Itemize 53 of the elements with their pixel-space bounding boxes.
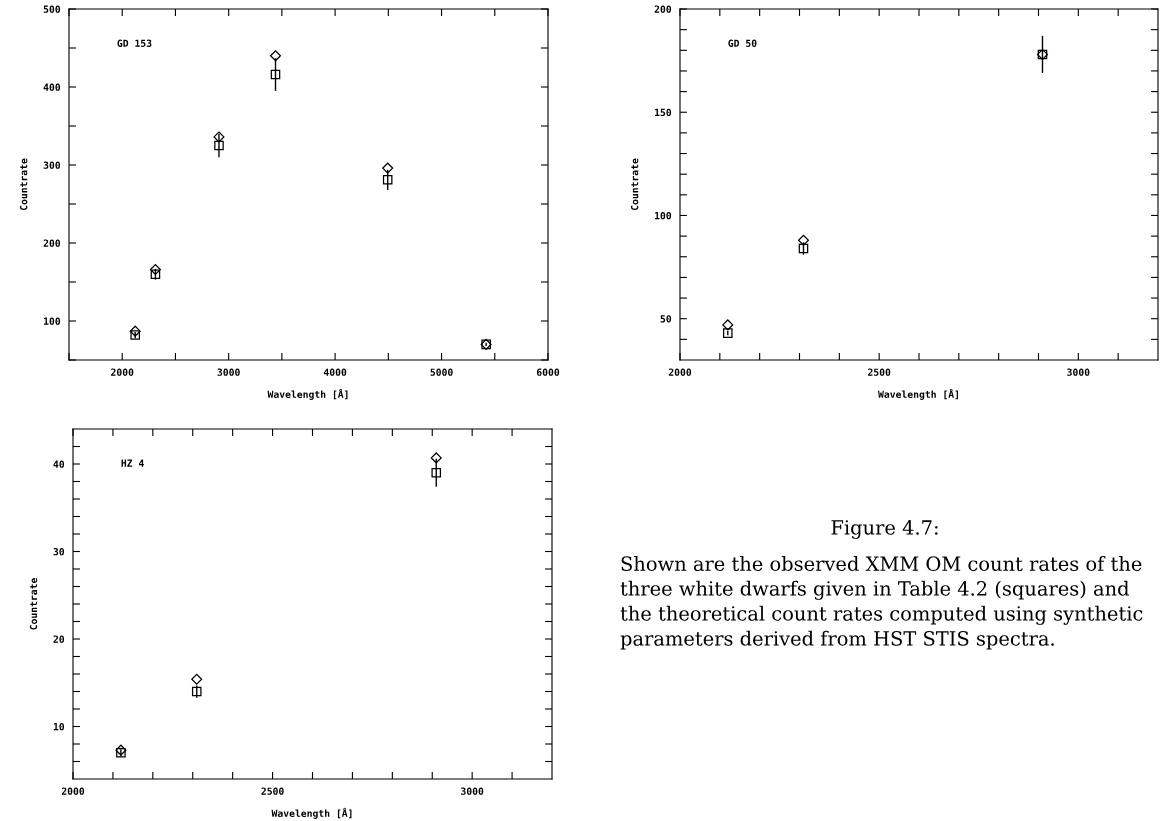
x-tick-label: 2500 [261,787,284,795]
point [213,131,225,143]
point [130,330,141,340]
x-tick-label: 2500 [868,368,891,376]
text: Shown are the observed XMM OM count rates of the three white dwarfs given in Table 4.2 (squares) and the theoretical count rates computed using synthetic parameters derived from HST STIS spectra. [620,556,1143,650]
x-tick-label: 2000 [111,368,134,376]
point [214,140,224,151]
x-tick-label: 2000 [61,787,85,795]
y-tick-label: 100 [655,211,672,220]
y-tick-label: 300 [43,161,61,169]
annotation: GD 50 [728,39,757,47]
y-tick-label: 40 [53,460,65,468]
point [722,319,734,331]
x-tick-label: 5000 [430,368,453,376]
y-tick-label: 30 [53,547,65,556]
x-tick-label: 6000 [536,368,560,376]
annotation: HZ 4 [121,459,144,467]
x-axis-title: Wavelength [Å] [878,388,958,400]
x-tick-label: 2000 [668,368,692,376]
point [149,263,161,276]
point [191,673,203,685]
point [150,269,161,279]
y-axis-title: Countrate [19,158,28,211]
point [723,328,733,338]
point [269,50,282,62]
point [430,452,442,464]
y-tick-label: 400 [43,83,61,91]
y-tick-label: 10 [53,722,65,731]
annotation: GD 153 [117,39,152,47]
y-tick-label: 200 [43,239,61,247]
point [191,686,202,697]
y-tick-label: 50 [660,315,672,323]
y-tick-label: 500 [43,5,61,13]
y-tick-label: 100 [44,317,61,325]
x-axis-title: Wavelength [Å] [267,388,348,400]
text: Figure 4.7: [831,520,938,539]
x-tick-label: 3000 [217,368,240,376]
point [270,69,281,80]
x-axis-title: Wavelength [Å] [271,807,352,819]
y-axis-title: Countrate [29,578,38,630]
x-tick-label: 3000 [461,787,484,795]
point [382,162,394,174]
point [798,243,809,254]
x-tick-label: 4000 [323,368,347,376]
point [797,234,810,246]
y-tick-label: 20 [53,635,65,643]
point [431,467,442,478]
y-axis-title: Countrate [630,158,639,211]
y-tick-label: 150 [655,108,672,117]
y-tick-label: 200 [654,5,672,13]
x-tick-label: 3000 [1067,368,1090,376]
point [382,175,393,185]
point [129,325,141,337]
